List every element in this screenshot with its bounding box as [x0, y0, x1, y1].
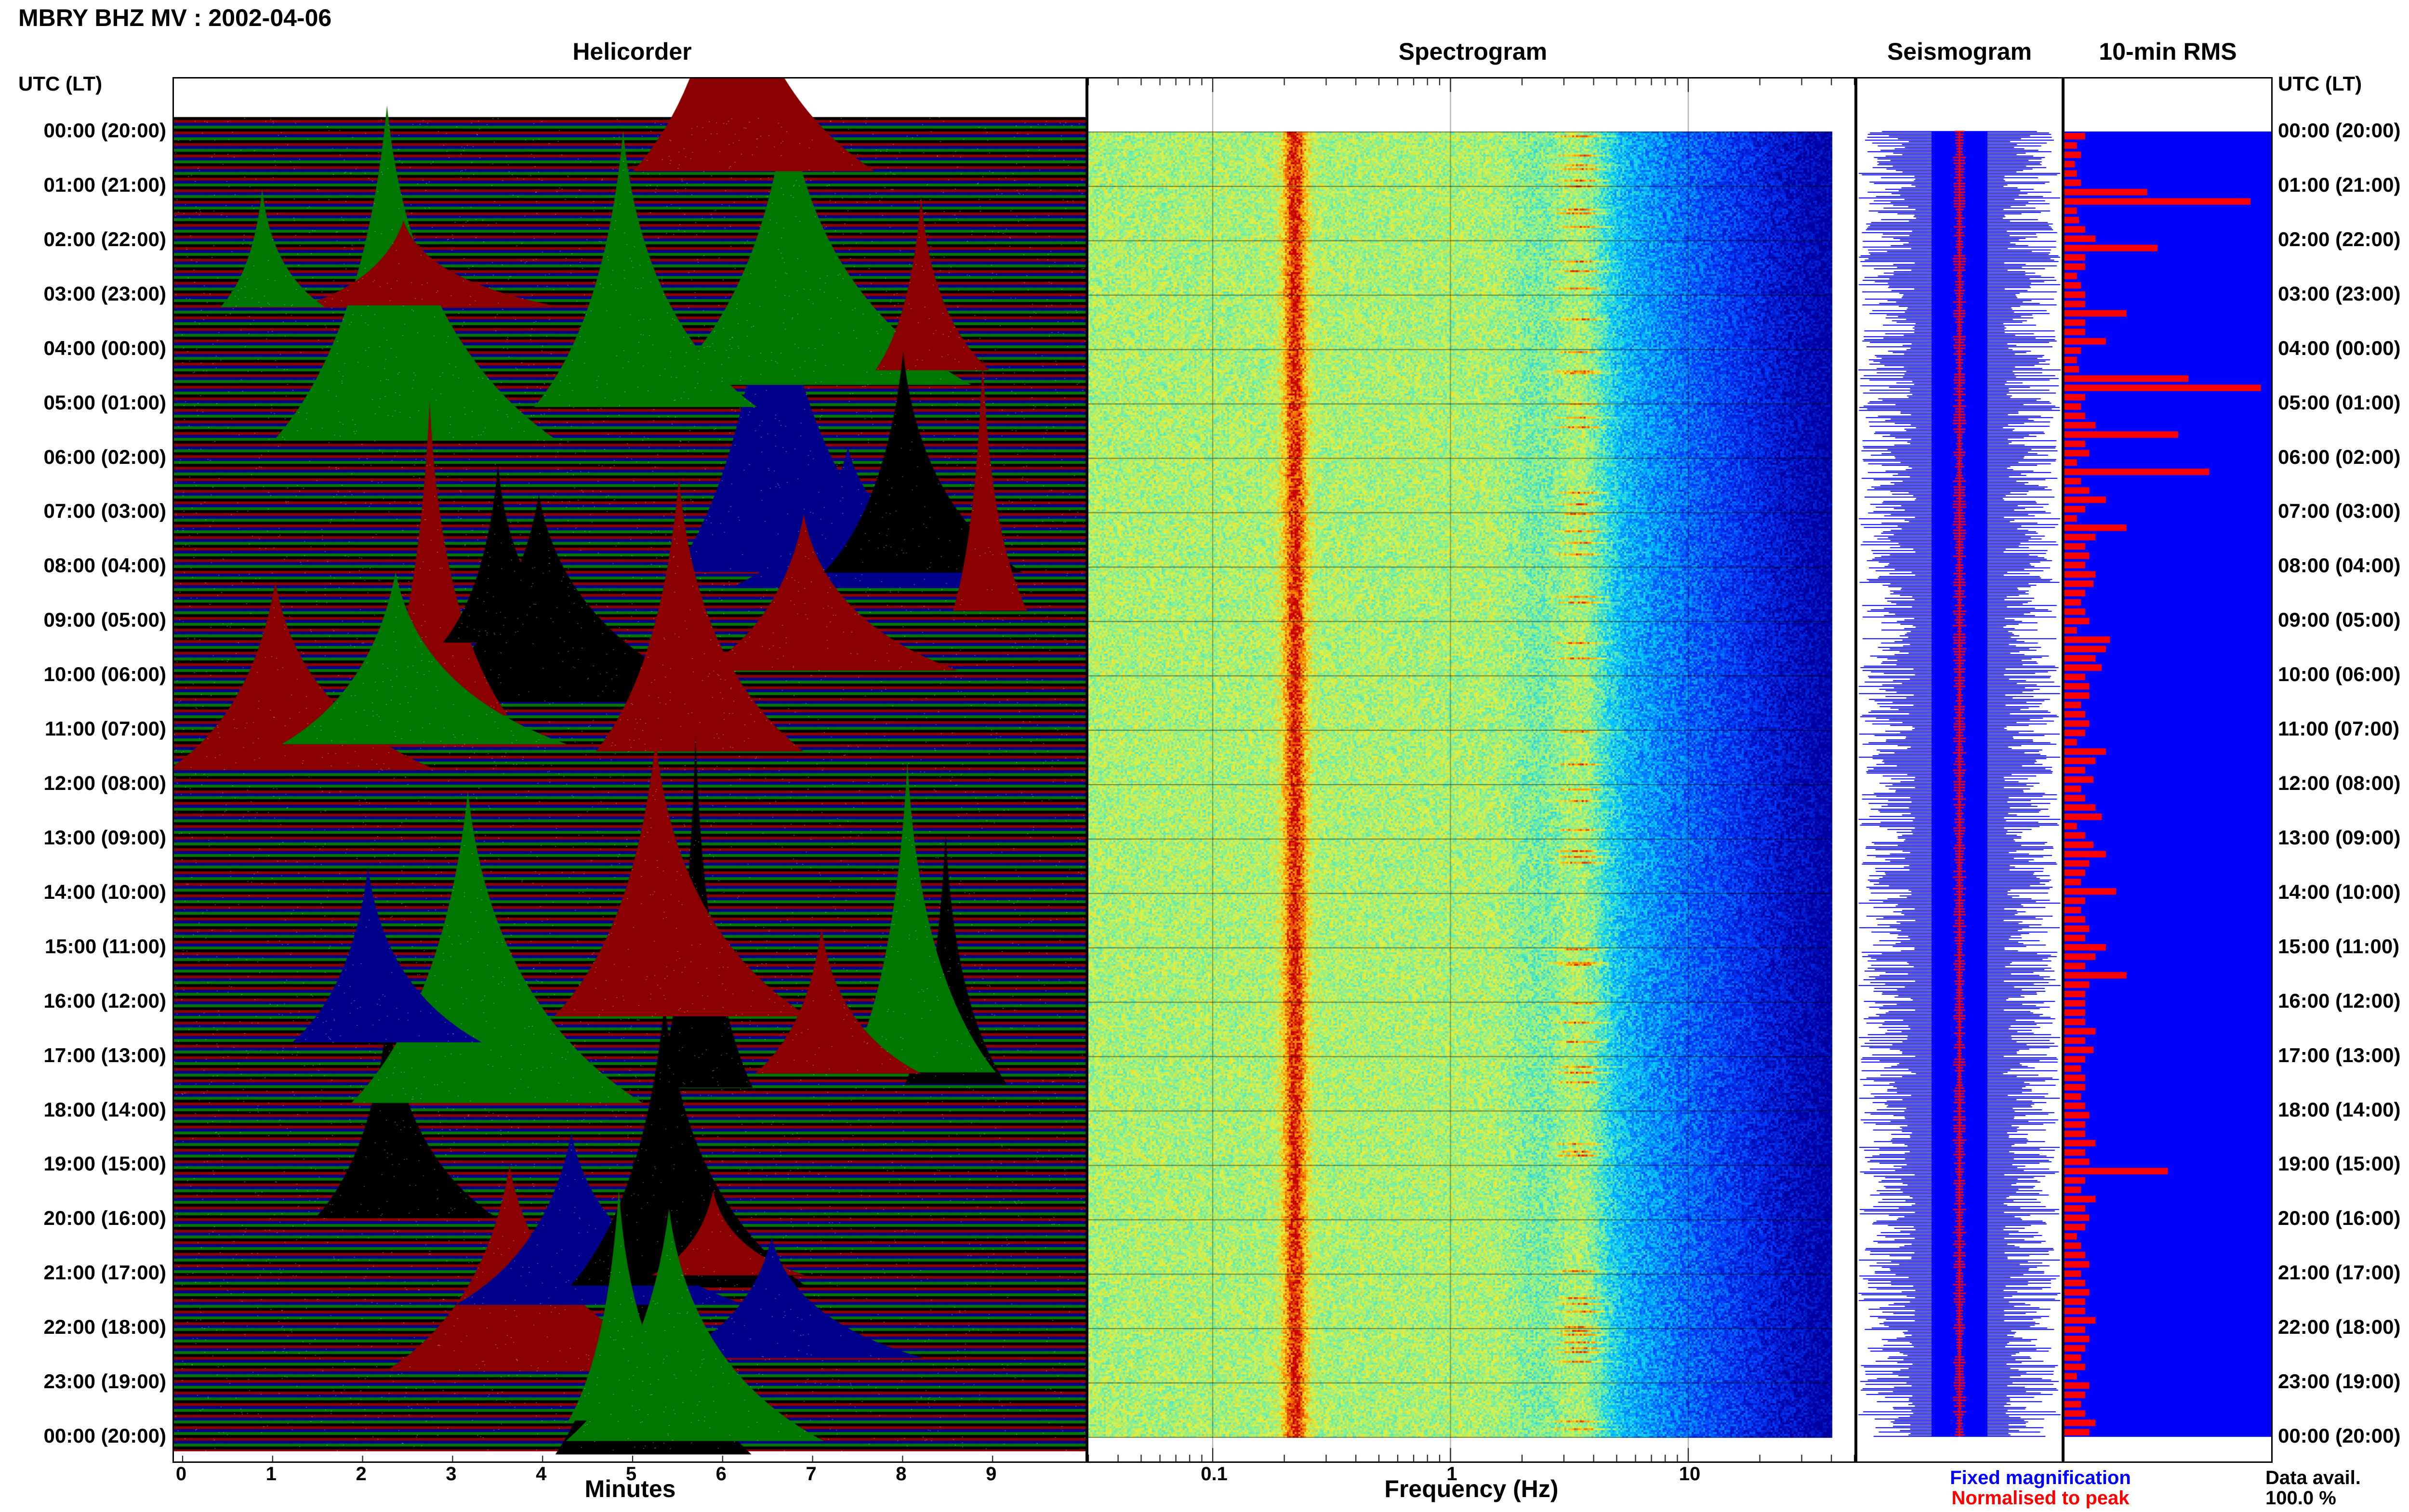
row-label-left: 11:00 (07:00): [44, 717, 166, 740]
minute-tick-label: 8: [896, 1463, 907, 1485]
spectrogram-title: Spectrogram: [1398, 38, 1548, 65]
row-label-right: 20:00 (16:00): [2278, 1207, 2401, 1230]
spectrogram-plot: [1088, 79, 1854, 1461]
frequency-tick-label: 10: [1679, 1463, 1701, 1485]
rms-panel: [2063, 77, 2273, 1463]
row-label-left: 07:00 (03:00): [43, 500, 166, 523]
row-label-left: 05:00 (01:00): [43, 391, 166, 414]
figure-title: MBRY BHZ MV : 2002-04-06: [18, 4, 332, 31]
row-label-right: 17:00 (13:00): [2278, 1043, 2401, 1066]
row-label-left: 22:00 (18:00): [43, 1315, 166, 1339]
row-label-left: 00:00 (20:00): [43, 119, 166, 142]
legend-fixed-magnification: Fixed magnification: [1950, 1467, 2131, 1488]
row-label-right: 01:00 (21:00): [2278, 173, 2401, 196]
frequency-tick-label: 0.1: [1201, 1463, 1228, 1485]
row-label-right: 13:00 (09:00): [2278, 826, 2401, 849]
row-label-right: 14:00 (10:00): [2278, 880, 2401, 903]
row-label-left: 21:00 (17:00): [43, 1261, 166, 1284]
row-label-left: 16:00 (12:00): [43, 989, 166, 1012]
row-label-right: 02:00 (22:00): [2278, 227, 2401, 250]
row-label-right: 03:00 (23:00): [2278, 282, 2401, 305]
row-label-right: 18:00 (14:00): [2278, 1098, 2401, 1121]
minute-tick-label: 0: [175, 1463, 187, 1485]
row-label-left: 12:00 (08:00): [43, 772, 166, 794]
row-label-right: 00:00 (20:00): [2278, 1424, 2401, 1447]
row-label-right: 19:00 (15:00): [2278, 1152, 2401, 1175]
row-label-right: 08:00 (04:00): [2278, 554, 2401, 577]
row-label-left: 10:00 (06:00): [43, 663, 166, 686]
row-label-right: 15:00 (11:00): [2278, 934, 2400, 958]
row-label-left: 06:00 (02:00): [43, 445, 166, 468]
row-label-left: 00:00 (20:00): [43, 1424, 166, 1447]
utc-axis-header-left: UTC (LT): [18, 72, 103, 95]
row-label-left: 09:00 (05:00): [43, 608, 166, 631]
row-label-left: 17:00 (13:00): [43, 1043, 166, 1066]
row-label-right: 05:00 (01:00): [2278, 391, 2401, 414]
helicorder-plot: [174, 79, 1085, 1461]
minute-tick-label: 9: [986, 1463, 997, 1485]
seismogram-title: Seismogram: [1887, 38, 2032, 65]
row-label-right: 16:00 (12:00): [2278, 989, 2401, 1012]
row-label-left: 08:00 (04:00): [43, 554, 166, 577]
seismogram-plot: [1857, 79, 2062, 1461]
row-label-right: 21:00 (17:00): [2278, 1261, 2401, 1284]
minute-tick-label: 5: [625, 1463, 637, 1485]
helicorder-panel: [172, 77, 1087, 1463]
minute-tick-label: 7: [806, 1463, 817, 1485]
row-label-right: 22:00 (18:00): [2278, 1315, 2401, 1339]
row-label-left: 18:00 (14:00): [43, 1098, 166, 1121]
seismogram-panel: [1856, 77, 2063, 1463]
row-label-left: 19:00 (15:00): [43, 1152, 166, 1175]
row-label-right: 10:00 (06:00): [2278, 663, 2401, 686]
minute-tick-label: 1: [265, 1463, 277, 1485]
row-label-right: 04:00 (00:00): [2278, 336, 2401, 359]
row-label-right: 23:00 (19:00): [2278, 1370, 2401, 1393]
rms-plot: [2065, 79, 2271, 1461]
row-label-right: 00:00 (20:00): [2278, 119, 2401, 142]
row-label-left: 20:00 (16:00): [43, 1207, 166, 1230]
minute-tick-label: 6: [715, 1463, 727, 1485]
spectrogram-panel: [1087, 77, 1856, 1463]
row-label-right: 11:00 (07:00): [2278, 717, 2400, 740]
helicorder-x-axis-label: Minutes: [584, 1475, 676, 1502]
row-label-right: 12:00 (08:00): [2278, 772, 2401, 794]
row-label-right: 07:00 (03:00): [2278, 500, 2401, 523]
row-label-left: 04:00 (00:00): [43, 336, 166, 359]
minute-tick-label: 4: [536, 1463, 547, 1485]
row-label-left: 03:00 (23:00): [43, 282, 166, 305]
minute-tick-label: 2: [356, 1463, 367, 1485]
row-label-left: 15:00 (11:00): [44, 934, 166, 958]
frequency-tick-label: 1: [1446, 1463, 1457, 1485]
row-label-left: 01:00 (21:00): [43, 173, 166, 196]
row-label-right: 06:00 (02:00): [2278, 445, 2401, 468]
row-label-right: 09:00 (05:00): [2278, 608, 2401, 631]
rms-title: 10-min RMS: [2099, 38, 2237, 65]
data-availability-label: Data avail.: [2265, 1467, 2361, 1488]
row-label-left: 02:00 (22:00): [43, 227, 166, 250]
row-label-left: 14:00 (10:00): [43, 880, 166, 903]
legend-normalised-to-peak: Normalised to peak: [1951, 1487, 2130, 1509]
utc-axis-header-right: UTC (LT): [2278, 72, 2362, 95]
data-availability-value: 100.0 %: [2265, 1487, 2336, 1509]
minute-tick-label: 3: [446, 1463, 457, 1485]
row-label-left: 23:00 (19:00): [43, 1370, 166, 1393]
row-label-left: 13:00 (09:00): [43, 826, 166, 849]
spectrogram-x-axis-label: Frequency (Hz): [1384, 1475, 1559, 1502]
helicorder-title: Helicorder: [572, 38, 692, 65]
